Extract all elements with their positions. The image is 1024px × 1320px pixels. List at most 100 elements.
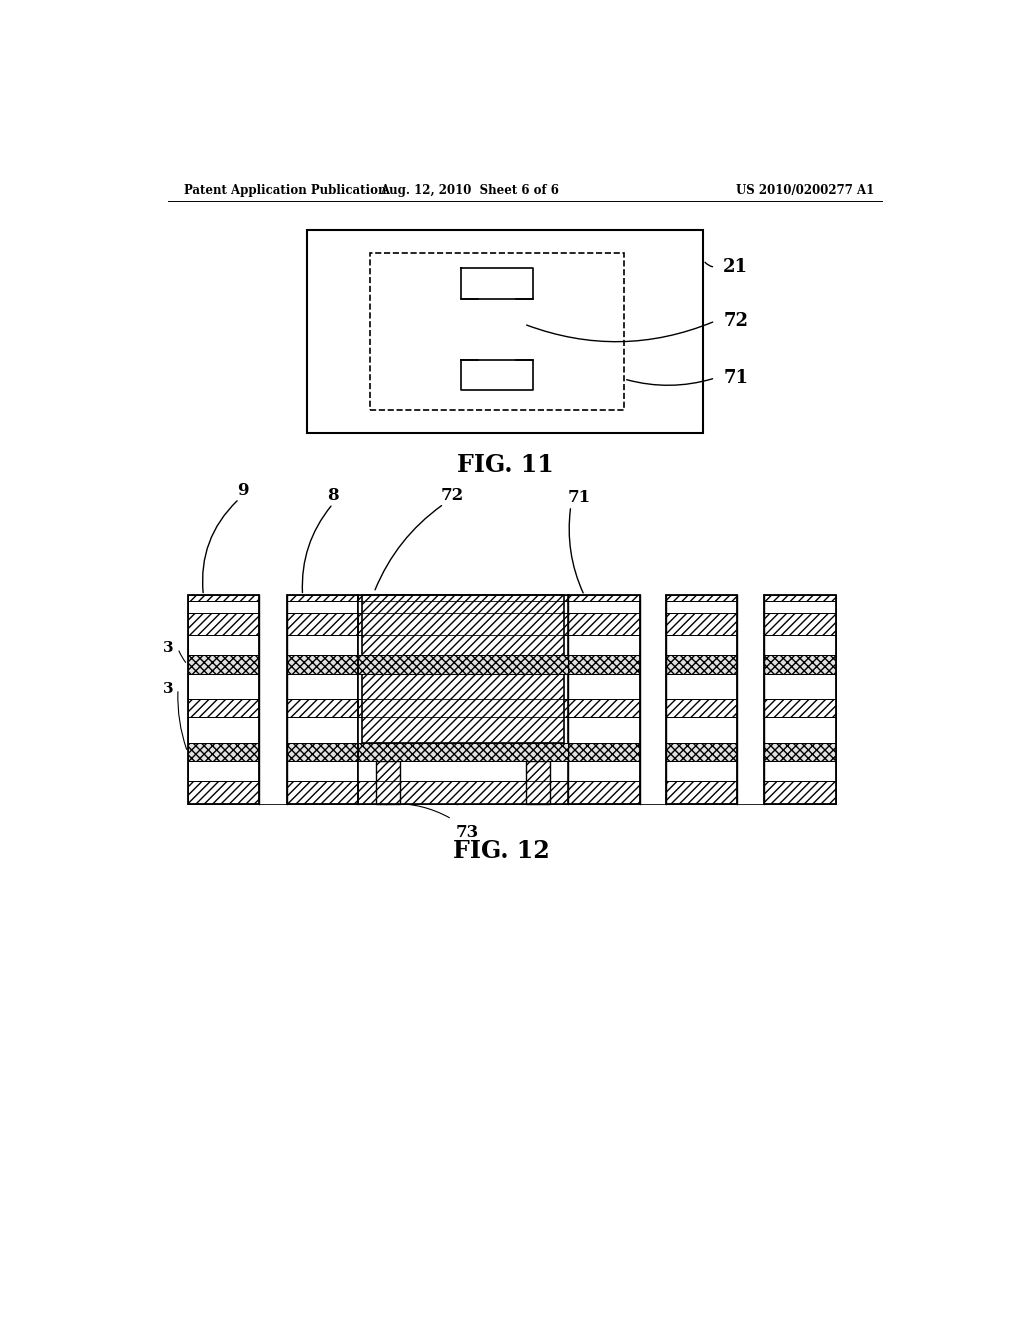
Bar bbox=[666, 595, 737, 804]
Bar bbox=[287, 601, 358, 612]
Bar bbox=[666, 601, 737, 612]
Bar bbox=[765, 718, 836, 743]
Bar bbox=[386, 781, 458, 804]
Bar bbox=[287, 700, 358, 718]
Bar bbox=[287, 743, 358, 762]
Bar bbox=[287, 612, 358, 635]
Bar bbox=[568, 718, 640, 743]
Bar bbox=[377, 743, 400, 762]
Bar bbox=[370, 253, 624, 411]
Bar bbox=[187, 612, 259, 635]
Bar bbox=[737, 595, 765, 804]
Bar bbox=[187, 595, 259, 804]
Bar bbox=[287, 673, 358, 700]
Text: 3: 3 bbox=[164, 682, 174, 696]
Text: FIG. 12: FIG. 12 bbox=[453, 840, 549, 863]
Bar bbox=[386, 673, 458, 700]
Bar bbox=[287, 595, 358, 601]
Bar bbox=[568, 656, 640, 673]
Bar bbox=[666, 762, 737, 781]
Text: 8: 8 bbox=[327, 487, 339, 504]
Text: 71: 71 bbox=[723, 370, 749, 387]
Text: 21: 21 bbox=[723, 259, 749, 276]
Bar bbox=[765, 612, 836, 635]
Bar bbox=[666, 743, 737, 762]
Bar bbox=[526, 743, 550, 762]
Bar bbox=[666, 700, 737, 718]
Bar bbox=[386, 635, 458, 656]
Bar bbox=[765, 635, 836, 656]
Bar bbox=[458, 595, 568, 804]
Text: Patent Application Publication: Patent Application Publication bbox=[183, 185, 386, 198]
Bar bbox=[187, 635, 259, 656]
Text: Aug. 12, 2010  Sheet 6 of 6: Aug. 12, 2010 Sheet 6 of 6 bbox=[380, 185, 559, 198]
Bar bbox=[386, 595, 458, 601]
Bar bbox=[386, 743, 458, 762]
Bar bbox=[386, 612, 458, 635]
Bar bbox=[666, 718, 737, 743]
Bar bbox=[765, 656, 836, 673]
Bar bbox=[358, 595, 568, 601]
Bar bbox=[568, 635, 640, 656]
Bar bbox=[765, 673, 836, 700]
Bar bbox=[526, 762, 550, 804]
Text: 73: 73 bbox=[456, 824, 479, 841]
Bar bbox=[568, 673, 640, 700]
Bar bbox=[386, 656, 458, 673]
Bar bbox=[666, 635, 737, 656]
Bar bbox=[287, 781, 358, 804]
Bar bbox=[287, 718, 358, 743]
Bar bbox=[287, 762, 358, 781]
Bar bbox=[640, 595, 666, 804]
Bar bbox=[187, 673, 259, 700]
Bar bbox=[765, 601, 836, 612]
Bar bbox=[386, 601, 458, 612]
Bar bbox=[358, 595, 386, 804]
Bar bbox=[287, 635, 358, 656]
Bar bbox=[765, 743, 836, 762]
Bar bbox=[666, 673, 737, 700]
Bar bbox=[568, 781, 640, 804]
Text: 3: 3 bbox=[164, 642, 174, 655]
Bar bbox=[358, 700, 568, 718]
Bar bbox=[568, 700, 640, 718]
Bar bbox=[187, 595, 259, 601]
Bar bbox=[568, 601, 640, 612]
Bar bbox=[765, 595, 836, 804]
Bar bbox=[765, 781, 836, 804]
Text: 9: 9 bbox=[238, 482, 249, 499]
Bar bbox=[187, 762, 259, 781]
Bar bbox=[306, 230, 703, 433]
Text: FIG. 11: FIG. 11 bbox=[457, 453, 553, 477]
Bar bbox=[187, 700, 259, 718]
Bar bbox=[187, 781, 259, 804]
Bar bbox=[666, 612, 737, 635]
Bar bbox=[386, 718, 458, 743]
Bar bbox=[666, 595, 737, 601]
Bar bbox=[568, 612, 640, 635]
Bar bbox=[287, 595, 358, 804]
Bar bbox=[358, 595, 568, 804]
Bar bbox=[386, 700, 458, 718]
Bar bbox=[187, 656, 259, 673]
Bar bbox=[287, 656, 358, 673]
Bar bbox=[358, 781, 568, 804]
Bar bbox=[568, 762, 640, 781]
Bar bbox=[765, 700, 836, 718]
Bar bbox=[765, 595, 836, 601]
Bar bbox=[187, 743, 259, 762]
Bar bbox=[358, 612, 568, 635]
Bar bbox=[568, 595, 640, 601]
Bar bbox=[568, 743, 640, 762]
Text: 72: 72 bbox=[440, 487, 464, 504]
Bar bbox=[358, 656, 568, 673]
Bar bbox=[568, 595, 640, 804]
Text: 72: 72 bbox=[723, 312, 749, 330]
Bar bbox=[187, 718, 259, 743]
Bar bbox=[386, 762, 458, 781]
Bar bbox=[187, 601, 259, 612]
Bar bbox=[386, 595, 458, 804]
Bar bbox=[259, 595, 287, 804]
Bar bbox=[666, 656, 737, 673]
Bar bbox=[362, 595, 564, 743]
